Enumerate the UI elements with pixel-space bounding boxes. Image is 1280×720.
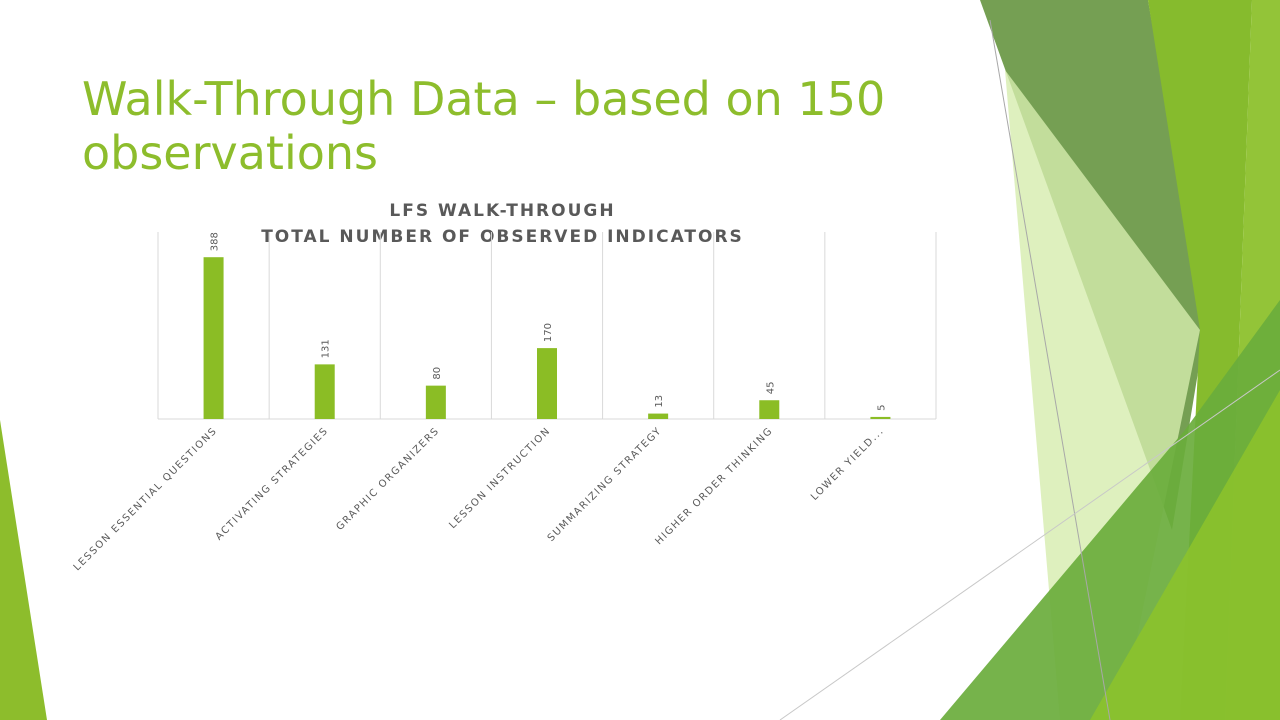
chart-title-block: LFS WALK-THROUGH TOTAL NUMBER OF OBSERVE… xyxy=(200,198,805,250)
chart-bars xyxy=(203,257,891,419)
chart-title: LFS WALK-THROUGH xyxy=(389,201,616,221)
data-label-7: 5 xyxy=(876,405,887,411)
decor-shape-bottom-lime xyxy=(1090,390,1280,720)
bar-1 xyxy=(203,257,224,419)
bar-4 xyxy=(537,348,557,419)
chart-subtitle: TOTAL NUMBER OF OBSERVED INDICATORS xyxy=(261,227,744,247)
category-label-1: LESSON ESSENTIAL QUESTIONS xyxy=(72,425,220,573)
category-label-5: SUMMARIZING STRATEGY xyxy=(546,425,665,544)
bar-2 xyxy=(314,364,335,419)
slide-title: Walk-Through Data – based on 150 observa… xyxy=(82,72,886,180)
bar-7 xyxy=(870,416,891,419)
category-label-6: HIGHER ORDER THINKING xyxy=(653,425,775,547)
data-label-2: 131 xyxy=(321,339,332,358)
data-label-3: 80 xyxy=(432,367,443,380)
decor-line-diagonal xyxy=(989,19,1111,720)
data-label-1: 388 xyxy=(210,232,221,251)
bar-6 xyxy=(759,400,780,419)
chart-data-labels: 388 131 80 170 13 45 5 xyxy=(210,232,888,411)
category-label-3: GRAPHIC ORGANIZERS xyxy=(334,425,442,533)
category-label-4: LESSON INSTRUCTION xyxy=(447,425,553,531)
decor-line-bottom xyxy=(779,369,1280,720)
decor-shape-left-sliver xyxy=(0,420,47,720)
chart-gridlines xyxy=(157,232,937,420)
data-label-6: 45 xyxy=(765,382,776,395)
data-label-4: 170 xyxy=(543,323,554,342)
bar-5 xyxy=(648,413,669,419)
category-label-7: LOWER YIELD... xyxy=(809,425,887,503)
category-label-2: ACTIVATING STRATEGIES xyxy=(214,425,331,542)
data-label-5: 13 xyxy=(654,395,665,408)
bar-3 xyxy=(425,385,446,419)
